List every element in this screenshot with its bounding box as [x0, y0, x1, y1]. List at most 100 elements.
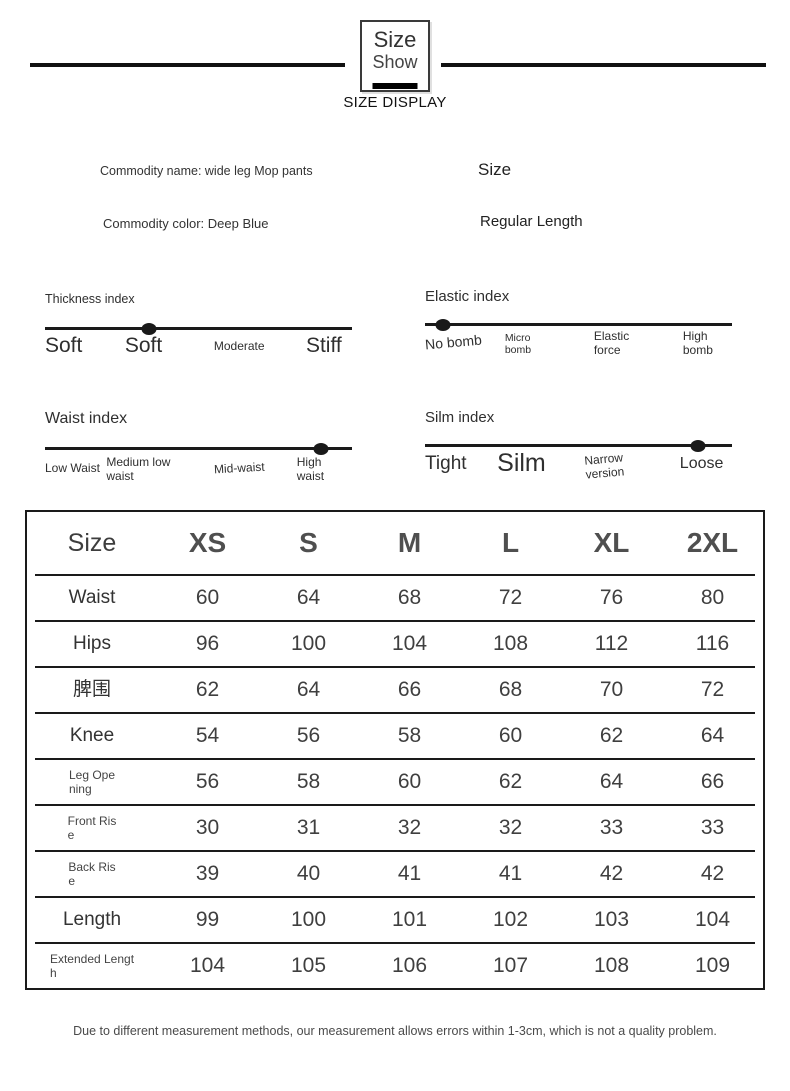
size-table-row-label: Back Ris e — [27, 860, 157, 889]
size-table-row: Front Ris e 30 31 32 32 33 33 — [27, 806, 763, 850]
size-table-row: Knee 54 56 58 60 62 64 — [27, 714, 763, 758]
size-table-value: 107 — [492, 954, 529, 977]
silm-label-loose: Loose — [679, 455, 724, 472]
size-table-value: 58 — [296, 770, 321, 793]
size-table-header-row: Size XS S M L XL 2XL — [27, 512, 763, 574]
size-table-row-label: Hips — [27, 633, 157, 656]
size-table-row-label-text: Knee — [69, 724, 115, 746]
size-table-row-label-text: 脾围 — [72, 678, 111, 700]
size-table-header-XS: XS — [188, 527, 227, 558]
size-table-value: 70 — [599, 678, 624, 701]
size-table-value: 30 — [195, 816, 220, 839]
size-table-row-separator — [35, 758, 755, 760]
size-table-value: 66 — [397, 678, 422, 701]
size-table-row-label-text: Waist — [68, 586, 116, 608]
size-table-row-label: Waist — [27, 587, 157, 610]
size-table-row-label: 脾围 — [27, 679, 157, 702]
size-table-value: 104 — [189, 954, 226, 977]
size-table-value: 68 — [498, 678, 523, 701]
size-table-row-separator — [35, 942, 755, 944]
size-table-header-S: S — [299, 527, 318, 558]
size-table-value: 105 — [290, 954, 327, 977]
measurement-footnote: Due to different measurement methods, ou… — [73, 1024, 717, 1038]
size-table-row-label: Extended Lengt h — [27, 952, 157, 981]
elastic-label-high-bomb: High bomb — [682, 329, 713, 357]
elastic-index: Elastic index No bomb Micro bomb Elastic… — [424, 288, 732, 372]
size-table-row-separator — [35, 574, 755, 576]
size-table-value: 60 — [498, 724, 523, 747]
size-table-value: 66 — [700, 770, 725, 793]
waist-label-medium-low: Medium low waist — [106, 455, 171, 483]
size-table-value: 41 — [498, 862, 523, 885]
size-table-value: 42 — [599, 862, 624, 885]
size-table-row-label: Leg Ope ning — [27, 768, 157, 797]
size-table-row-label-text: Front Ris e — [67, 813, 117, 842]
size-table-value: 60 — [397, 770, 422, 793]
silm-index-marker-dot — [690, 439, 706, 452]
size-table-value: 68 — [397, 586, 422, 609]
commodity-color: Commodity color: Deep Blue — [103, 216, 269, 231]
size-table-header-L: L — [501, 527, 520, 558]
size-table-value: 64 — [296, 586, 321, 609]
waist-index-title: Waist index — [45, 410, 128, 427]
size-table-row-separator — [35, 620, 755, 622]
thickness-index-track — [45, 322, 352, 335]
size-table-row: Back Ris e 39 40 41 41 42 42 — [27, 852, 763, 896]
size-table-value: 109 — [694, 954, 731, 977]
size-table-row-label-text: Leg Ope ning — [68, 767, 116, 796]
elastic-index-title: Elastic index — [425, 288, 510, 305]
size-table-value: 103 — [593, 908, 630, 931]
size-table-row-separator — [35, 712, 755, 714]
size-table-value: 102 — [492, 908, 529, 931]
size-table-value: 62 — [498, 770, 523, 793]
thickness-label-stiff: Stiff — [305, 334, 342, 357]
size-table-value: 64 — [700, 724, 725, 747]
size-table-value: 62 — [599, 724, 624, 747]
size-table-row-label-text: Length — [62, 908, 122, 930]
size-table-value: 76 — [599, 586, 624, 609]
silm-index-title: Silm index — [425, 409, 495, 426]
size-table-row-label-text: Hips — [72, 632, 111, 654]
size-table-row-separator — [35, 896, 755, 898]
size-table-value: 72 — [700, 678, 725, 701]
size-show-line2: Show — [372, 52, 418, 73]
size-table-value: 116 — [695, 632, 730, 655]
size-show-line1: Size — [373, 27, 417, 52]
header-divider-left — [30, 63, 345, 67]
header-divider-right — [441, 63, 766, 67]
size-table-row: 脾围 62 64 66 68 70 72 — [27, 668, 763, 712]
size-table-header-XL: XL — [593, 527, 630, 558]
elastic-label-micro-bomb: Micro bomb — [504, 332, 532, 357]
thickness-index-marker-dot — [141, 322, 157, 335]
elastic-index-marker-dot — [435, 318, 451, 331]
thickness-label-moderate: Moderate — [213, 339, 265, 353]
size-display-caption: SIZE DISPLAY — [343, 94, 447, 111]
waist-index: Waist index Low Waist Medium low waist M… — [45, 410, 352, 496]
waist-label-mid-waist: Mid-waist — [213, 459, 265, 477]
size-table-row: Extended Lengt h 104 105 106 107 108 109 — [27, 944, 763, 988]
size-table-row-label: Front Ris e — [27, 814, 157, 843]
waist-index-marker-dot — [313, 442, 329, 455]
waist-label-high-waist: High waist — [296, 455, 325, 483]
size-table-value: 42 — [700, 862, 725, 885]
size-table-header-M: M — [397, 527, 422, 558]
size-table-row-label-text: Extended Lengt h — [49, 951, 135, 980]
size-table-row-separator — [35, 850, 755, 852]
size-table-value: 41 — [397, 862, 422, 885]
size-heading: Size — [478, 160, 512, 179]
size-table-row-separator — [35, 666, 755, 668]
size-table-value: 112 — [594, 632, 629, 655]
size-table-value: 104 — [391, 632, 428, 655]
size-table-value: 54 — [195, 724, 220, 747]
size-table-value: 39 — [195, 862, 220, 885]
size-table-value: 104 — [694, 908, 731, 931]
silm-label-silm: Silm — [497, 449, 546, 477]
waist-index-track — [45, 442, 352, 455]
size-table-row: Length 99 100 101 102 103 104 — [27, 898, 763, 942]
length-type: Regular Length — [480, 213, 583, 230]
size-table-row-label: Length — [27, 909, 157, 932]
thickness-label-soft-2: Soft — [124, 334, 163, 357]
size-table-value: 40 — [296, 862, 321, 885]
size-table-value: 100 — [290, 908, 327, 931]
size-table-row: Waist 60 64 68 72 76 80 — [27, 576, 763, 620]
